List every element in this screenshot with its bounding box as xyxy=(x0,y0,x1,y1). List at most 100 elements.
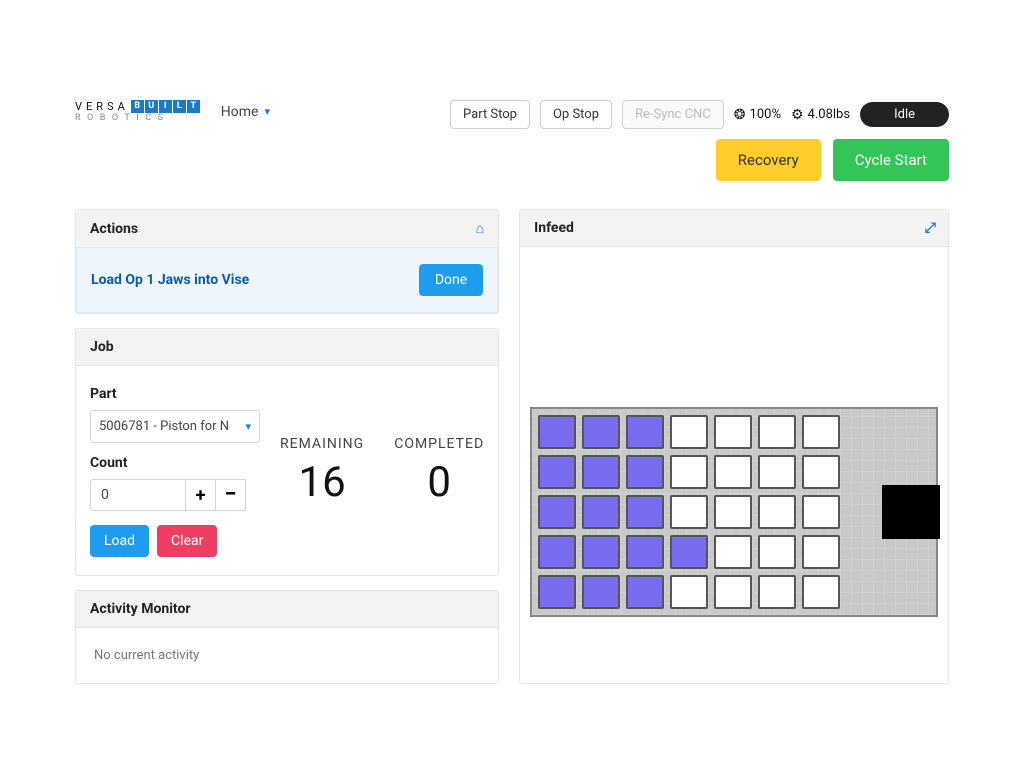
infeed-cell-empty[interactable] xyxy=(670,495,708,529)
count-minus-button[interactable]: − xyxy=(216,479,246,511)
infeed-cell-filled[interactable] xyxy=(582,455,620,489)
infeed-grid-bg xyxy=(530,407,938,617)
infeed-cell-empty[interactable] xyxy=(802,415,840,449)
infeed-cell-filled[interactable] xyxy=(538,535,576,569)
speed-value: 100% xyxy=(750,107,781,122)
nav-home[interactable]: Home ▾ xyxy=(221,104,270,120)
right-column: Infeed ⤢ xyxy=(519,209,949,684)
infeed-cell-empty[interactable] xyxy=(714,415,752,449)
clear-button[interactable]: Clear xyxy=(157,525,217,557)
status-badge: Idle xyxy=(860,102,949,127)
topbar-row-2: Recovery Cycle Start xyxy=(716,139,949,181)
infeed-cell-filled[interactable] xyxy=(626,495,664,529)
infeed-cell-empty[interactable] xyxy=(714,455,752,489)
infeed-cell-filled[interactable] xyxy=(670,535,708,569)
infeed-cell-empty[interactable] xyxy=(670,415,708,449)
infeed-cell-filled[interactable] xyxy=(538,455,576,489)
weight-icon: ⚙ xyxy=(791,107,804,123)
job-body: Part 5006781 - Piston for N ▾ Count + − xyxy=(76,366,498,575)
infeed-cell-empty[interactable] xyxy=(802,495,840,529)
expand-icon[interactable]: ⤢ xyxy=(925,220,934,236)
topbar-row-1: Part Stop Op Stop Re-Sync CNC ❂ 100% ⚙ 4… xyxy=(450,100,949,129)
infeed-cell-empty[interactable] xyxy=(802,575,840,609)
completed-value: 0 xyxy=(394,458,484,507)
infeed-cell-empty[interactable] xyxy=(714,495,752,529)
infeed-cell-filled[interactable] xyxy=(626,535,664,569)
infeed-cell-empty[interactable] xyxy=(670,455,708,489)
job-buttons: Load Clear xyxy=(90,525,260,557)
activity-header: Activity Monitor xyxy=(76,591,498,628)
infeed-cell-filled[interactable] xyxy=(626,575,664,609)
cycle-start-button[interactable]: Cycle Start xyxy=(833,139,949,181)
remaining-label: REMAINING xyxy=(280,436,364,452)
infeed-side-block xyxy=(882,485,940,539)
infeed-cell-empty[interactable] xyxy=(714,535,752,569)
job-panel: Job Part 5006781 - Piston for N ▾ Count … xyxy=(75,328,499,576)
left-column: Actions ⌂ Load Op 1 Jaws into Vise Done … xyxy=(75,209,499,684)
actions-header: Actions ⌂ xyxy=(76,210,498,248)
infeed-cell-empty[interactable] xyxy=(758,455,796,489)
infeed-cell-empty[interactable] xyxy=(758,535,796,569)
job-metrics: REMAINING 16 COMPLETED 0 xyxy=(280,386,484,557)
infeed-cell-empty[interactable] xyxy=(758,415,796,449)
completed-metric: COMPLETED 0 xyxy=(394,436,484,507)
part-stop-button[interactable]: Part Stop xyxy=(450,100,530,129)
topbar: VERSA B U I L T ROBOTICS Home ▾ Part St xyxy=(75,100,949,181)
part-label: Part xyxy=(90,386,260,402)
resync-cnc-button[interactable]: Re-Sync CNC xyxy=(622,100,724,129)
activity-title: Activity Monitor xyxy=(90,601,191,617)
infeed-cell-filled[interactable] xyxy=(582,575,620,609)
infeed-cell-empty[interactable] xyxy=(714,575,752,609)
infeed-row xyxy=(538,495,930,529)
infeed-cell-empty[interactable] xyxy=(802,535,840,569)
action-item: Load Op 1 Jaws into Vise Done xyxy=(76,248,498,313)
actions-panel: Actions ⌂ Load Op 1 Jaws into Vise Done xyxy=(75,209,499,314)
part-select[interactable]: 5006781 - Piston for N ▾ xyxy=(90,410,260,443)
topbar-left: VERSA B U I L T ROBOTICS Home ▾ xyxy=(75,100,270,123)
load-button[interactable]: Load xyxy=(90,525,149,557)
topbar-right: Part Stop Op Stop Re-Sync CNC ❂ 100% ⚙ 4… xyxy=(450,100,949,181)
infeed-panel: Infeed ⤢ xyxy=(519,209,949,684)
recovery-button[interactable]: Recovery xyxy=(716,139,821,181)
infeed-cell-empty[interactable] xyxy=(802,455,840,489)
remaining-value: 16 xyxy=(280,458,364,507)
infeed-cell-filled[interactable] xyxy=(582,535,620,569)
logo-versa: VERSA xyxy=(75,101,129,112)
infeed-cell-filled[interactable] xyxy=(538,415,576,449)
weight-indicator: ⚙ 4.08lbs xyxy=(791,107,850,123)
infeed-cell-filled[interactable] xyxy=(582,495,620,529)
infeed-cell-filled[interactable] xyxy=(538,495,576,529)
count-stepper: + − xyxy=(90,479,260,511)
infeed-cell-empty[interactable] xyxy=(758,495,796,529)
op-stop-button[interactable]: Op Stop xyxy=(540,100,612,129)
job-header: Job xyxy=(76,329,498,366)
infeed-grid-wrap xyxy=(530,407,938,617)
action-text: Load Op 1 Jaws into Vise xyxy=(91,272,249,288)
infeed-cell-empty[interactable] xyxy=(670,575,708,609)
completed-label: COMPLETED xyxy=(394,436,484,452)
infeed-cell-empty[interactable] xyxy=(758,575,796,609)
logo-built: B U I L T xyxy=(131,100,201,113)
count-label: Count xyxy=(90,455,260,471)
chevron-down-icon: ▾ xyxy=(264,105,270,118)
count-plus-button[interactable]: + xyxy=(186,479,216,511)
count-input[interactable] xyxy=(90,479,186,511)
infeed-cell-filled[interactable] xyxy=(538,575,576,609)
job-controls: Part 5006781 - Piston for N ▾ Count + − xyxy=(90,386,260,557)
logo-robotics: ROBOTICS xyxy=(75,114,201,123)
done-button[interactable]: Done xyxy=(419,264,483,296)
chevron-down-icon: ▾ xyxy=(245,420,251,433)
infeed-title: Infeed xyxy=(534,220,574,236)
infeed-cell-filled[interactable] xyxy=(582,415,620,449)
infeed-grid xyxy=(538,415,930,609)
brand-logo: VERSA B U I L T ROBOTICS xyxy=(75,100,201,123)
infeed-row xyxy=(538,535,930,569)
infeed-cell-filled[interactable] xyxy=(626,415,664,449)
infeed-row xyxy=(538,415,930,449)
home-icon[interactable]: ⌂ xyxy=(476,220,484,237)
job-title: Job xyxy=(90,339,114,355)
nav-home-label: Home xyxy=(221,104,259,120)
activity-text: No current activity xyxy=(94,648,199,663)
activity-panel: Activity Monitor No current activity xyxy=(75,590,499,684)
infeed-cell-filled[interactable] xyxy=(626,455,664,489)
